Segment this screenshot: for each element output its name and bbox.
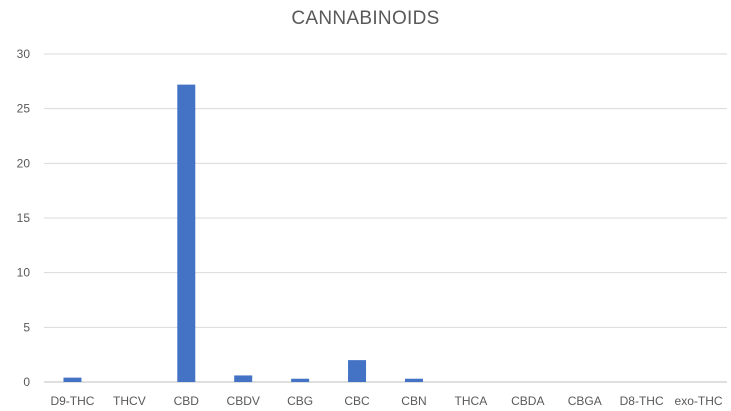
x-tick-label: CBGA: [568, 394, 602, 408]
x-tick-label: exo-THC: [675, 394, 723, 408]
y-tick-label: 30: [17, 47, 31, 61]
bar-cbc: [348, 360, 367, 382]
x-tick-label: CBG: [287, 394, 313, 408]
x-tick-label: CBN: [401, 394, 426, 408]
y-tick-label: 25: [17, 102, 31, 116]
x-tick-label: CBC: [344, 394, 370, 408]
x-tick-label: CBDA: [511, 394, 544, 408]
x-tick-label: D8-THC: [620, 394, 664, 408]
y-tick-label: 10: [17, 266, 31, 280]
bar-cbd: [177, 84, 196, 382]
x-tick-label: CBDV: [227, 394, 260, 408]
y-tick-label: 0: [23, 375, 30, 389]
x-tick-label: THCV: [113, 394, 146, 408]
y-tick-label: 15: [17, 211, 31, 225]
y-tick-label: 5: [23, 320, 30, 334]
x-tick-label: D9-THC: [50, 394, 94, 408]
chart-title: CANNABINOIDS: [291, 8, 440, 29]
bar-cbn: [404, 378, 423, 382]
y-tick-label: 20: [17, 156, 31, 170]
x-tick-label: THCA: [455, 394, 488, 408]
bar-cbg: [291, 378, 310, 382]
x-tick-label: CBD: [174, 394, 200, 408]
bar-d9-thc: [63, 377, 82, 382]
bar-cbdv: [234, 375, 253, 382]
